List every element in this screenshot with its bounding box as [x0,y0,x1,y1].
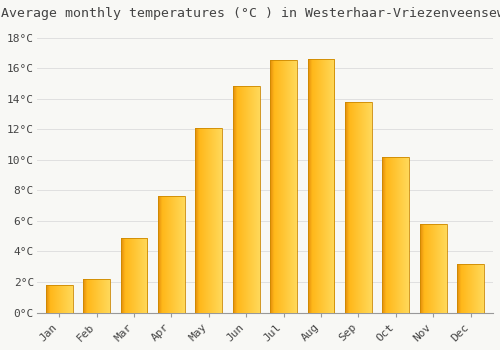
Bar [158,196,185,313]
Bar [308,59,334,313]
Bar [420,224,446,313]
Bar [46,285,72,313]
Bar [120,238,148,313]
Bar [196,128,222,313]
Bar [382,157,409,313]
Bar [270,61,297,313]
Title: Average monthly temperatures (°C ) in Westerhaar-Vriezenveensewijk: Average monthly temperatures (°C ) in We… [1,7,500,20]
Bar [457,264,484,313]
Bar [345,102,372,313]
Bar [83,279,110,313]
Bar [232,86,260,313]
